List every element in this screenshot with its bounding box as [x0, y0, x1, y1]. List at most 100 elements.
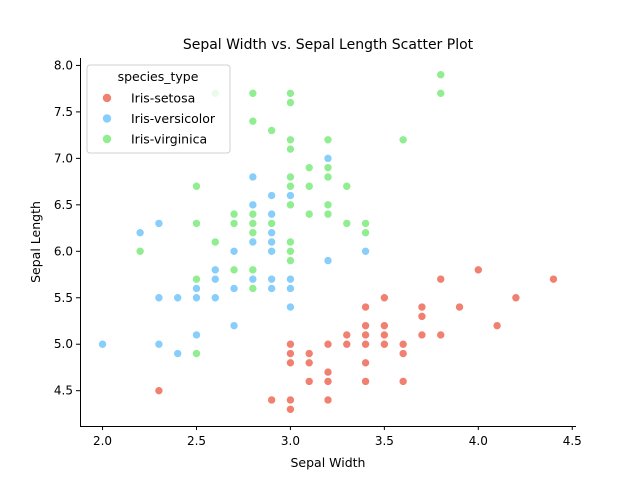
data-point: [436, 274, 446, 284]
data-point: [248, 200, 258, 210]
data-point: [192, 274, 201, 284]
data-point: [248, 89, 258, 98]
data-point: [229, 246, 239, 256]
data-point: [267, 246, 276, 256]
data-point: [436, 89, 446, 98]
legend-label: Iris-versicolor: [131, 111, 216, 126]
data-point: [286, 181, 295, 191]
legend-marker: [102, 93, 112, 103]
data-point: [248, 284, 258, 293]
data-point: [361, 377, 370, 386]
data-point: [436, 70, 446, 80]
data-point: [286, 302, 295, 312]
data-point: [286, 246, 295, 256]
data-point: [210, 293, 220, 303]
data-point: [267, 395, 276, 405]
data-point: [192, 181, 201, 191]
data-point: [549, 274, 558, 284]
data-point: [323, 367, 333, 377]
data-point: [192, 330, 201, 340]
data-point: [304, 349, 314, 358]
data-point: [286, 395, 295, 405]
data-point: [323, 209, 333, 219]
data-point: [210, 265, 220, 275]
data-point: [361, 321, 370, 330]
data-point: [455, 302, 464, 312]
legend-entries: Iris-setosa Iris-versicolor Iris-virginica: [102, 91, 216, 147]
y-tick-label: 6.0: [54, 244, 73, 258]
data-point: [173, 349, 182, 358]
x-tick-label: 2.0: [93, 434, 112, 448]
data-point: [267, 219, 276, 228]
x-tick-label: 4.5: [563, 434, 582, 448]
data-point: [323, 256, 333, 265]
data-point: [98, 339, 107, 349]
data-point: [286, 274, 295, 284]
data-point: [323, 395, 333, 405]
data-point: [192, 293, 201, 303]
data-point: [229, 209, 239, 219]
data-point: [323, 377, 333, 386]
data-point: [286, 200, 295, 210]
data-point: [342, 219, 352, 228]
data-point: [398, 377, 408, 386]
data-point: [436, 330, 446, 340]
data-point: [286, 358, 295, 368]
data-point: [286, 172, 295, 182]
data-point: [286, 349, 295, 358]
data-point: [154, 339, 164, 349]
x-tick-label: 2.5: [187, 434, 206, 448]
y-tick-label: 7.5: [54, 105, 73, 119]
data-point: [304, 358, 314, 368]
y-axis-label: Sepal Length: [28, 201, 43, 283]
data-point: [304, 163, 314, 172]
data-point: [286, 191, 295, 200]
data-point: [342, 330, 352, 340]
data-point: [267, 209, 276, 219]
legend-title: species_type: [118, 69, 199, 84]
data-point: [154, 386, 164, 395]
data-point: [154, 219, 164, 228]
x-tick-label: 4.0: [469, 434, 488, 448]
x-axis-label: Sepal Width: [291, 455, 366, 470]
y-tick-label: 8.0: [54, 58, 73, 72]
data-point: [417, 330, 427, 340]
data-point: [192, 349, 201, 358]
legend-label: Iris-setosa: [131, 91, 195, 106]
data-point: [304, 181, 314, 191]
data-point: [154, 293, 164, 303]
data-point: [286, 89, 295, 98]
data-point: [380, 339, 389, 349]
x-tick-label: 3.0: [281, 434, 300, 448]
series-iris-virginica: [135, 70, 446, 358]
data-point: [398, 135, 408, 145]
data-point: [286, 404, 295, 414]
data-point: [380, 321, 389, 330]
legend-marker: [102, 113, 112, 124]
data-point: [248, 116, 258, 126]
y-tick-label: 5.0: [54, 337, 73, 351]
data-point: [304, 209, 314, 219]
data-point: [361, 358, 370, 368]
data-point: [323, 172, 333, 182]
chart-title: Sepal Width vs. Sepal Length Scatter Plo…: [183, 37, 474, 53]
y-tick-label: 7.0: [54, 151, 73, 165]
data-point: [248, 228, 258, 238]
data-point: [248, 209, 258, 219]
data-point: [267, 237, 276, 247]
data-point: [248, 274, 258, 284]
data-point: [286, 144, 295, 154]
data-point: [361, 246, 370, 256]
data-point: [342, 181, 352, 191]
data-point: [286, 237, 295, 247]
data-point: [135, 246, 145, 256]
y-tick-label: 6.5: [54, 198, 73, 212]
data-point: [210, 237, 220, 247]
data-point: [229, 219, 239, 228]
data-point: [229, 321, 239, 330]
y-ticks: 4.5 5.0 5.5 6.0 6.5 7.0 7.5 8.0: [54, 58, 80, 398]
data-point: [342, 339, 352, 349]
data-point: [361, 228, 370, 238]
data-point: [267, 274, 276, 284]
data-point: [210, 274, 220, 284]
